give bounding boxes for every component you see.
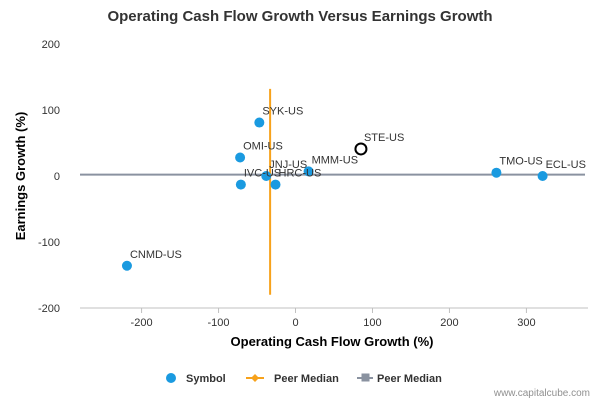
data-point-label: MMM-US	[312, 154, 358, 166]
legend-diamond-icon	[251, 374, 259, 382]
x-axis-title: Operating Cash Flow Growth (%)	[231, 334, 434, 349]
chart-title: Operating Cash Flow Growth Versus Earnin…	[107, 8, 492, 25]
x-tick-label: 0	[292, 317, 298, 329]
data-point-label: SYK-US	[262, 106, 303, 118]
y-tick-label: -200	[38, 303, 60, 315]
legend-square-icon	[361, 373, 370, 382]
y-axis-title: Earnings Growth (%)	[13, 112, 28, 241]
x-tick-label: 200	[440, 317, 458, 329]
data-point	[235, 179, 246, 190]
data-point	[235, 152, 246, 163]
data-point	[254, 117, 265, 128]
y-tick-label: -100	[38, 237, 60, 249]
data-point	[261, 171, 272, 181]
data-point-label: STE-US	[364, 132, 404, 144]
data-point-label: TMO-US	[499, 156, 542, 168]
data-point-label: CNMD-US	[130, 249, 182, 261]
legend-label: Peer Median	[274, 373, 339, 385]
y-tick-label: 200	[42, 39, 60, 51]
data-point-label: ECL-US	[546, 159, 586, 171]
x-tick-label: 300	[517, 317, 535, 329]
y-tick-label: 100	[42, 105, 60, 117]
data-point-label: HRC-US	[279, 168, 322, 180]
data-point	[491, 167, 502, 178]
legend-label: Symbol	[186, 373, 226, 385]
x-tick-label: -100	[208, 317, 230, 329]
x-tick-label: 100	[363, 317, 381, 329]
data-point-label: OMI-US	[243, 141, 283, 153]
plot-area: -200 -100 0 100 200 300 -200 -100 0 100 200 SYK-US O…	[38, 39, 588, 329]
x-tick-label: -200	[131, 317, 153, 329]
data-point	[121, 260, 132, 271]
data-point-label: JNJ-US	[269, 159, 307, 171]
data-point	[270, 179, 281, 190]
data-point	[354, 142, 368, 156]
y-tick-label: 0	[54, 171, 60, 183]
legend-circle-icon	[166, 373, 176, 383]
legend-label: Peer Median	[377, 373, 442, 385]
data-point	[303, 166, 314, 177]
data-point-label: IVC-US	[244, 168, 281, 180]
legend: Symbol Peer Median Peer Median	[166, 373, 442, 385]
data-point	[537, 171, 548, 181]
credit-text: www.capitalcube.com	[493, 388, 590, 399]
